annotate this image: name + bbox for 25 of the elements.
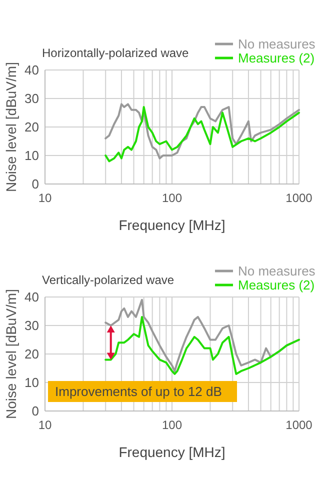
- legend-label: Measures (2): [238, 278, 315, 293]
- y-tick-label: 0: [32, 176, 39, 192]
- y-tick-label: 40: [24, 62, 39, 78]
- x-tick-label: 100: [162, 418, 182, 432]
- y-tick-label: 30: [24, 91, 39, 106]
- x-axis-title: Frequency [MHz]: [118, 444, 226, 460]
- y-tick-label: 20: [24, 120, 39, 135]
- y-tick-label: 0: [32, 404, 39, 419]
- y-tick-label: 10: [24, 375, 39, 390]
- legend-label: No measures: [238, 264, 316, 279]
- y-tick-label: 30: [24, 318, 39, 334]
- x-tick-label: 1000: [286, 418, 313, 432]
- x-axis-title: Frequency [MHz]: [118, 217, 226, 233]
- legend-label: No measures: [238, 36, 316, 52]
- y-axis-title: Noise level [dBuV/m]: [3, 62, 19, 192]
- y-tick-label: 20: [24, 346, 39, 362]
- y-tick-label: 10: [24, 148, 39, 164]
- chart-title: Horizontally-polarized wave: [42, 46, 190, 60]
- y-axis-title: Noise level [dBuV/m]: [3, 289, 19, 419]
- chart-title: Vertically-polarized wave: [42, 273, 174, 287]
- x-tick-label: 1000: [286, 191, 313, 205]
- x-tick-label: 100: [162, 191, 182, 205]
- annotation: Improvements of up to 12 dB: [55, 384, 222, 399]
- y-tick-label: 40: [24, 290, 39, 305]
- legend-label: Measures (2): [238, 50, 315, 66]
